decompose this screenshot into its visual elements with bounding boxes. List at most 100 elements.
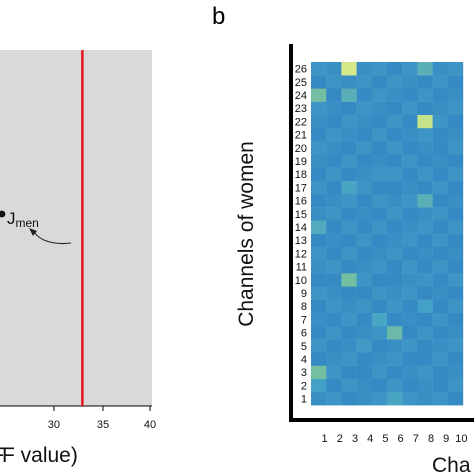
panel-a-x-tick-label: 35 xyxy=(97,419,109,431)
heatmap-row-label: 7 xyxy=(301,314,307,326)
heatmap-row-label: 25 xyxy=(295,77,307,89)
heatmap-cell xyxy=(417,299,433,313)
heatmap-cell xyxy=(356,128,372,142)
heatmap-cell xyxy=(402,352,418,366)
heatmap-cell xyxy=(356,286,372,300)
heatmap-cell xyxy=(356,246,372,261)
heatmap-cell xyxy=(402,260,418,274)
heatmap-cell xyxy=(356,352,372,366)
heatmap-cell xyxy=(326,365,342,379)
heatmap-cell xyxy=(432,167,448,181)
heatmap-cell xyxy=(387,339,403,353)
heatmap-cell xyxy=(356,220,372,234)
heatmap-cell xyxy=(447,154,464,168)
heatmap-cell xyxy=(371,286,388,300)
heatmap-cell xyxy=(387,392,403,406)
heatmap-cell xyxy=(417,326,433,340)
heatmap-row-label: 4 xyxy=(301,354,307,366)
heatmap-cell xyxy=(326,101,342,115)
heatmap-cell xyxy=(311,299,327,313)
heatmap-cell xyxy=(417,207,433,221)
heatmap-cell xyxy=(387,207,403,221)
heatmap-cell xyxy=(417,167,433,181)
heatmap-cell xyxy=(341,114,357,129)
heatmap-cell xyxy=(311,128,327,142)
heatmap-cell xyxy=(432,220,448,234)
heatmap-cell xyxy=(371,233,388,247)
heatmap-column-label: 3 xyxy=(352,433,358,445)
heatmap-cell xyxy=(387,326,403,340)
heatmap-cell xyxy=(326,260,342,274)
heatmap-cell xyxy=(371,312,388,327)
heatmap-cell xyxy=(447,365,464,379)
heatmap-cell xyxy=(326,220,342,234)
heatmap-row-label: 8 xyxy=(301,301,307,313)
heatmap-column-label: 5 xyxy=(382,433,388,445)
heatmap-cell xyxy=(432,101,448,115)
heatmap-cell xyxy=(326,392,342,406)
heatmap-cell xyxy=(432,246,448,261)
heatmap-cell xyxy=(311,167,327,181)
heatmap-cell xyxy=(341,392,357,406)
heatmap-row-label: 23 xyxy=(295,103,307,115)
heatmap-cell xyxy=(432,114,448,129)
heatmap-cell xyxy=(432,312,448,327)
heatmap-cell xyxy=(447,326,464,340)
heatmap-cell xyxy=(371,207,388,221)
heatmap-column-label: 8 xyxy=(428,433,434,445)
heatmap-cell xyxy=(447,207,464,221)
heatmap-cell xyxy=(432,339,448,353)
heatmap-cell xyxy=(311,326,327,340)
heatmap-cell xyxy=(447,75,464,89)
heatmap-cell xyxy=(432,273,448,287)
heatmap-cell xyxy=(341,62,357,76)
heatmap-cell xyxy=(326,194,342,208)
heatmap-cell xyxy=(402,378,418,393)
heatmap-cell xyxy=(417,141,433,155)
heatmap-cell xyxy=(432,154,448,168)
heatmap-cell xyxy=(371,88,388,102)
heatmap-cell xyxy=(402,154,418,168)
heatmap-cell xyxy=(311,220,327,234)
heatmap-cell xyxy=(447,299,464,313)
heatmap-cell xyxy=(417,312,433,327)
heatmap-row-label: 16 xyxy=(295,196,307,208)
heatmap-cell xyxy=(371,220,388,234)
heatmap-cell xyxy=(432,286,448,300)
heatmap-cell xyxy=(311,273,327,287)
heatmap-cell xyxy=(356,299,372,313)
heatmap-cell xyxy=(417,154,433,168)
panel-a: 30 35 40 Jmen F value) F xyxy=(0,50,156,467)
heatmap-cell xyxy=(311,114,327,129)
heatmap-cell xyxy=(371,260,388,274)
heatmap-cell xyxy=(326,326,342,340)
heatmap-cell xyxy=(341,154,357,168)
heatmap-cell xyxy=(387,128,403,142)
heatmap-row-label: 11 xyxy=(296,262,307,274)
heatmap-cell xyxy=(387,273,403,287)
heatmap-cell xyxy=(341,378,357,393)
heatmap-cell xyxy=(402,365,418,379)
heatmap-cell xyxy=(417,194,433,208)
heatmap-cell xyxy=(387,260,403,274)
heatmap-cell xyxy=(387,299,403,313)
heatmap-cell xyxy=(402,141,418,155)
heatmap-cell xyxy=(402,246,418,261)
heatmap-row-label: 2 xyxy=(301,380,307,392)
heatmap-cell xyxy=(371,365,388,379)
heatmap-row-label: 20 xyxy=(295,143,307,155)
heatmap-cell xyxy=(341,286,357,300)
heatmap-cell xyxy=(356,378,372,393)
heatmap-cell xyxy=(447,194,464,208)
heatmap-cell xyxy=(371,326,388,340)
heatmap-cell xyxy=(402,207,418,221)
heatmap-cell xyxy=(341,141,357,155)
heatmap-cell xyxy=(447,101,464,115)
heatmap-cell xyxy=(432,260,448,274)
heatmap-cell xyxy=(447,339,464,353)
heatmap-row-label: 18 xyxy=(295,169,307,181)
heatmap-column-label: 4 xyxy=(367,433,373,445)
heatmap-cell xyxy=(402,299,418,313)
heatmap-cell xyxy=(326,352,342,366)
